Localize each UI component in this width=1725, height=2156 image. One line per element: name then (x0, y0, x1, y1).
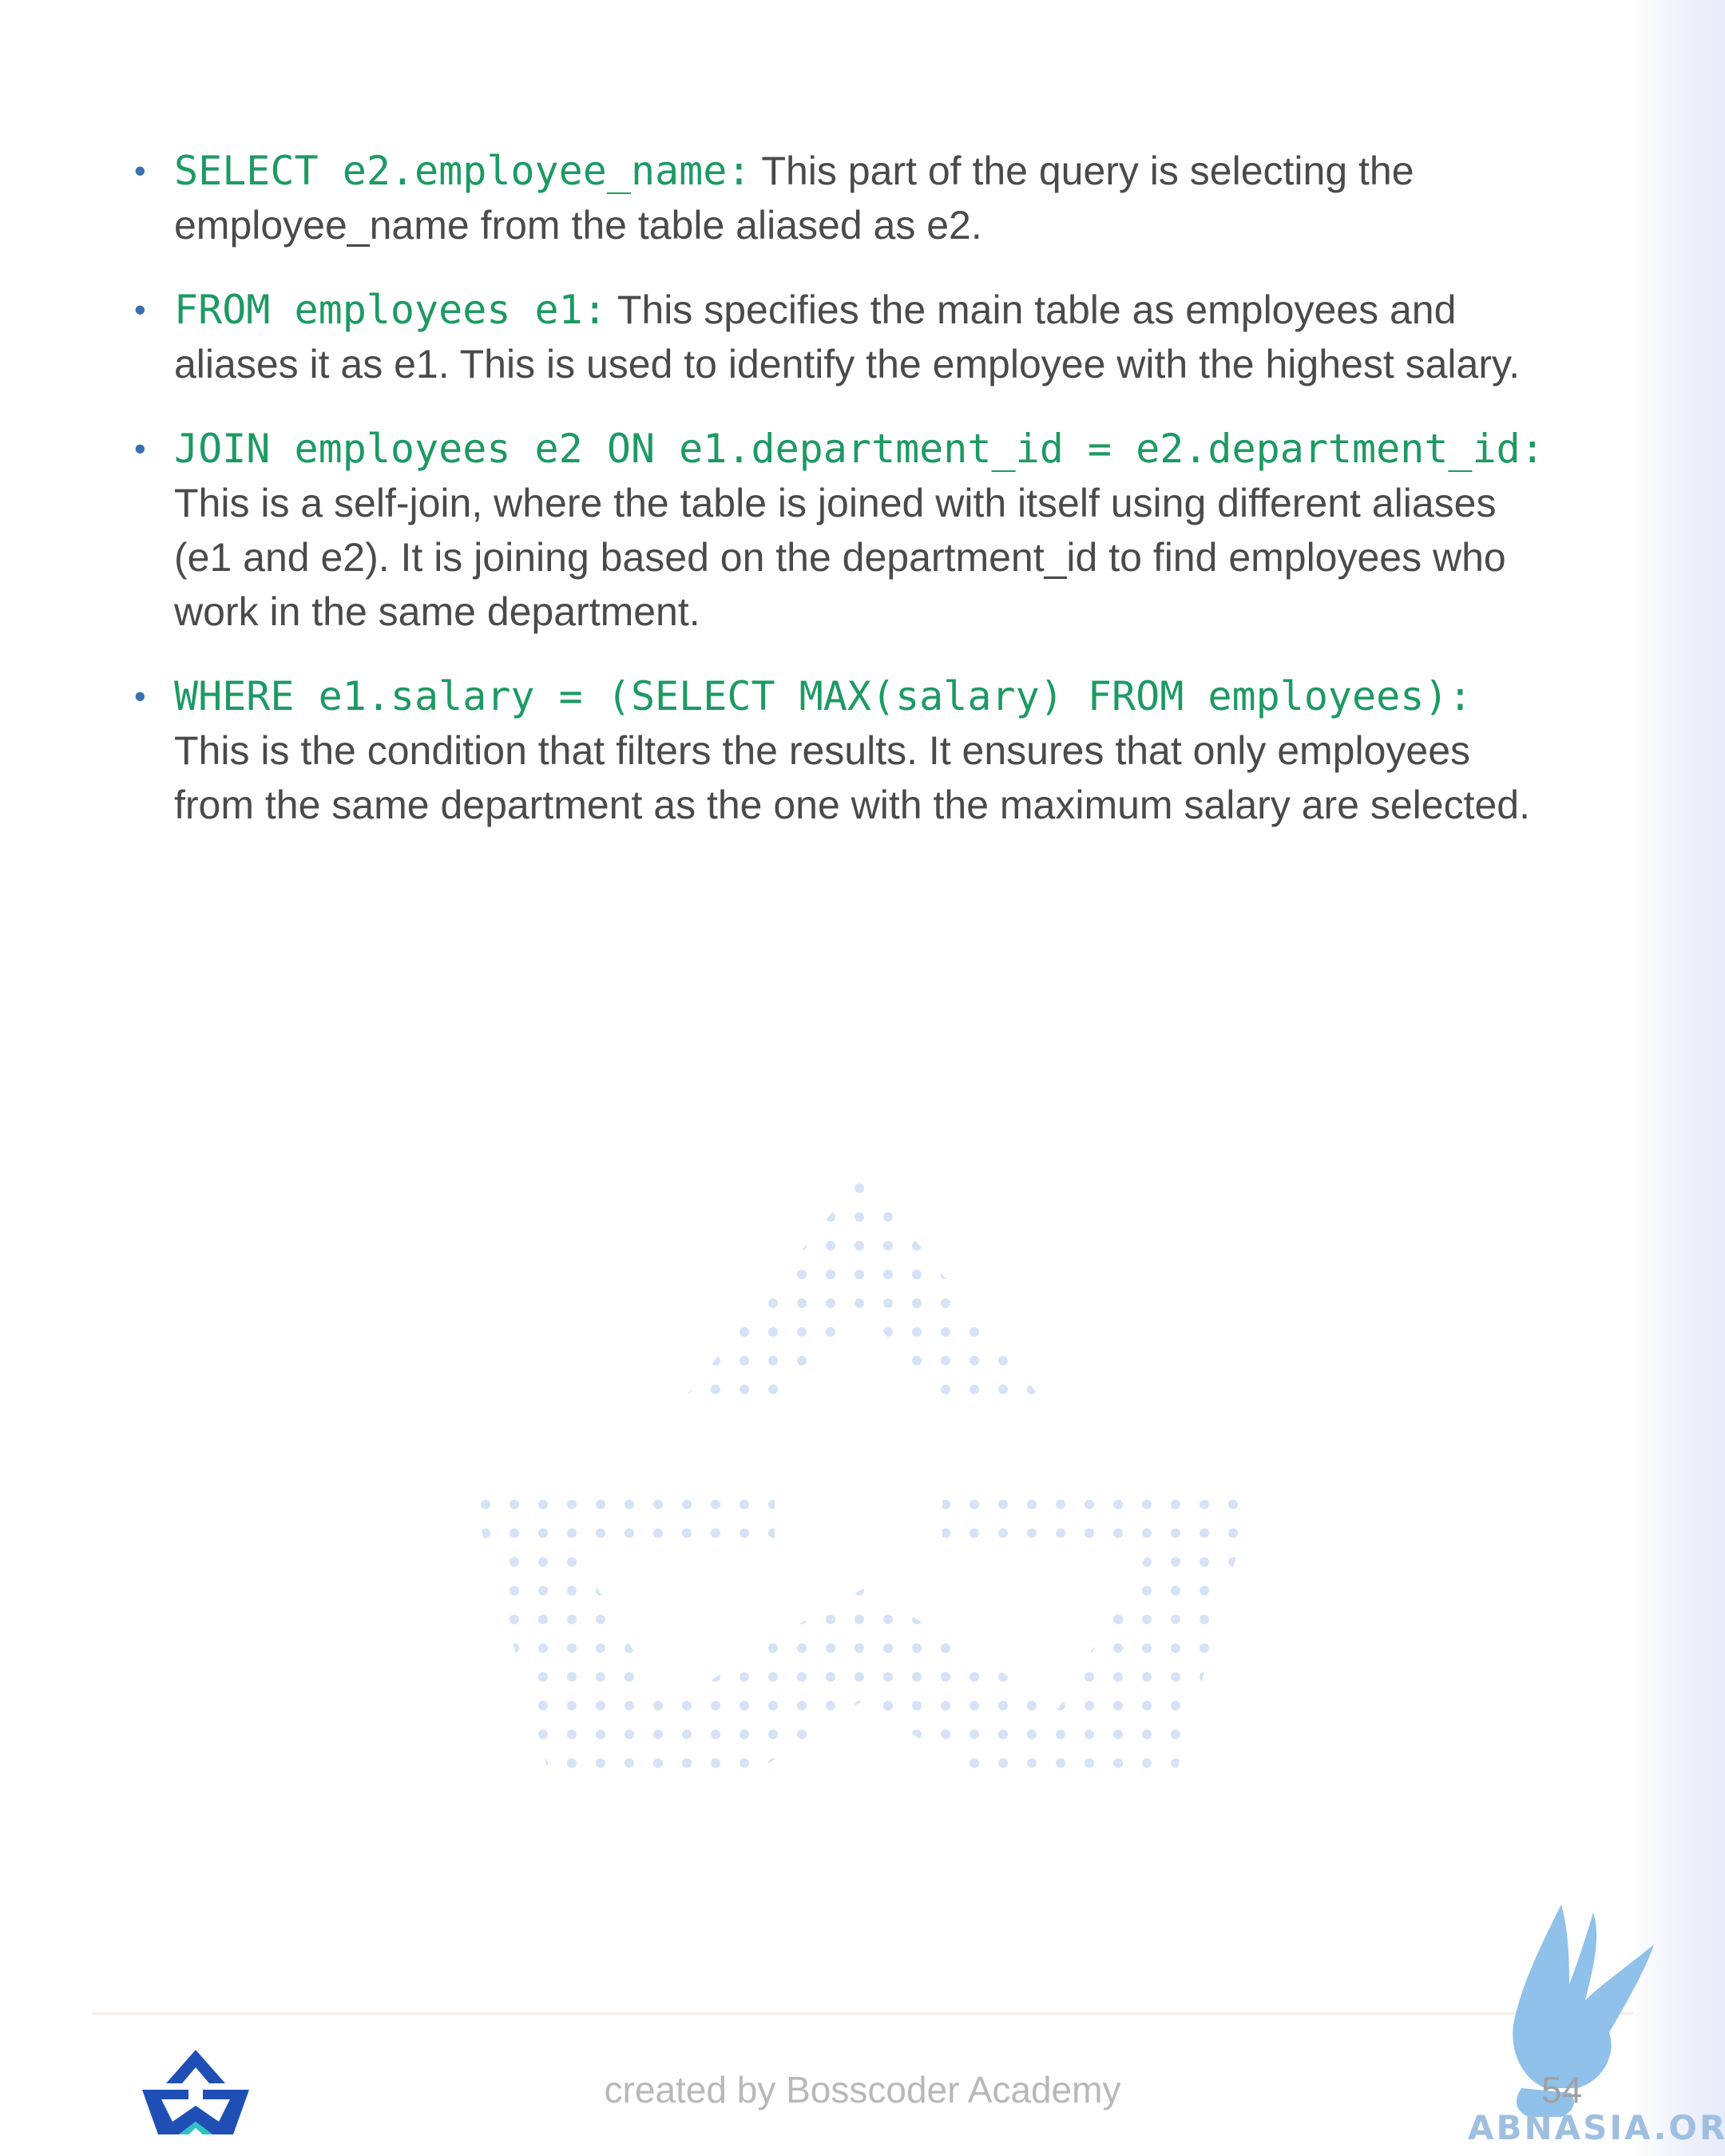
bullet-dot-icon: • (134, 291, 146, 328)
page-number: 54 (1541, 2069, 1583, 2110)
bullet-item-where: • WHERE e1.salary = (SELECT MAX(salary) … (128, 669, 1549, 832)
code-snippet: JOIN employees e2 ON e1.department_id = … (174, 426, 1545, 472)
bullet-item-select: • SELECT e2.employee_name: This part of … (128, 144, 1549, 252)
bullet-description: This is a self-join, where the table is … (174, 481, 1506, 634)
bullet-description: This part of the query is selecting the … (174, 149, 1414, 248)
code-snippet: WHERE e1.salary = (SELECT MAX(salary) FR… (174, 673, 1473, 719)
griffin-stamp-icon (1513, 1904, 1654, 2117)
bullet-dot-icon: • (134, 430, 146, 467)
bosscoder-watermark-icon (471, 1174, 1254, 1781)
footer-divider (92, 2012, 1633, 2015)
bullet-dot-icon: • (134, 152, 146, 189)
bullet-item-from: • FROM employees e1: This specifies the … (128, 283, 1549, 391)
code-snippet: FROM employees e1: (174, 287, 607, 333)
footer-credit: created by Bosscoder Academy (604, 2069, 1121, 2110)
bosscoder-logo-icon (142, 2050, 249, 2134)
bullet-description: This specifies the main table as employe… (174, 287, 1521, 386)
stamp-label: ABNASIA.ORG (1468, 2108, 1725, 2147)
bullet-item-join: • JOIN employees e2 ON e1.department_id … (128, 422, 1549, 639)
code-snippet: SELECT e2.employee_name: (174, 148, 751, 194)
bullet-dot-icon: • (134, 677, 146, 715)
page-edge-shading (1629, 0, 1725, 2156)
bullet-list: • SELECT e2.employee_name: This part of … (128, 144, 1549, 862)
bullet-description: This is the condition that filters the r… (174, 728, 1530, 827)
